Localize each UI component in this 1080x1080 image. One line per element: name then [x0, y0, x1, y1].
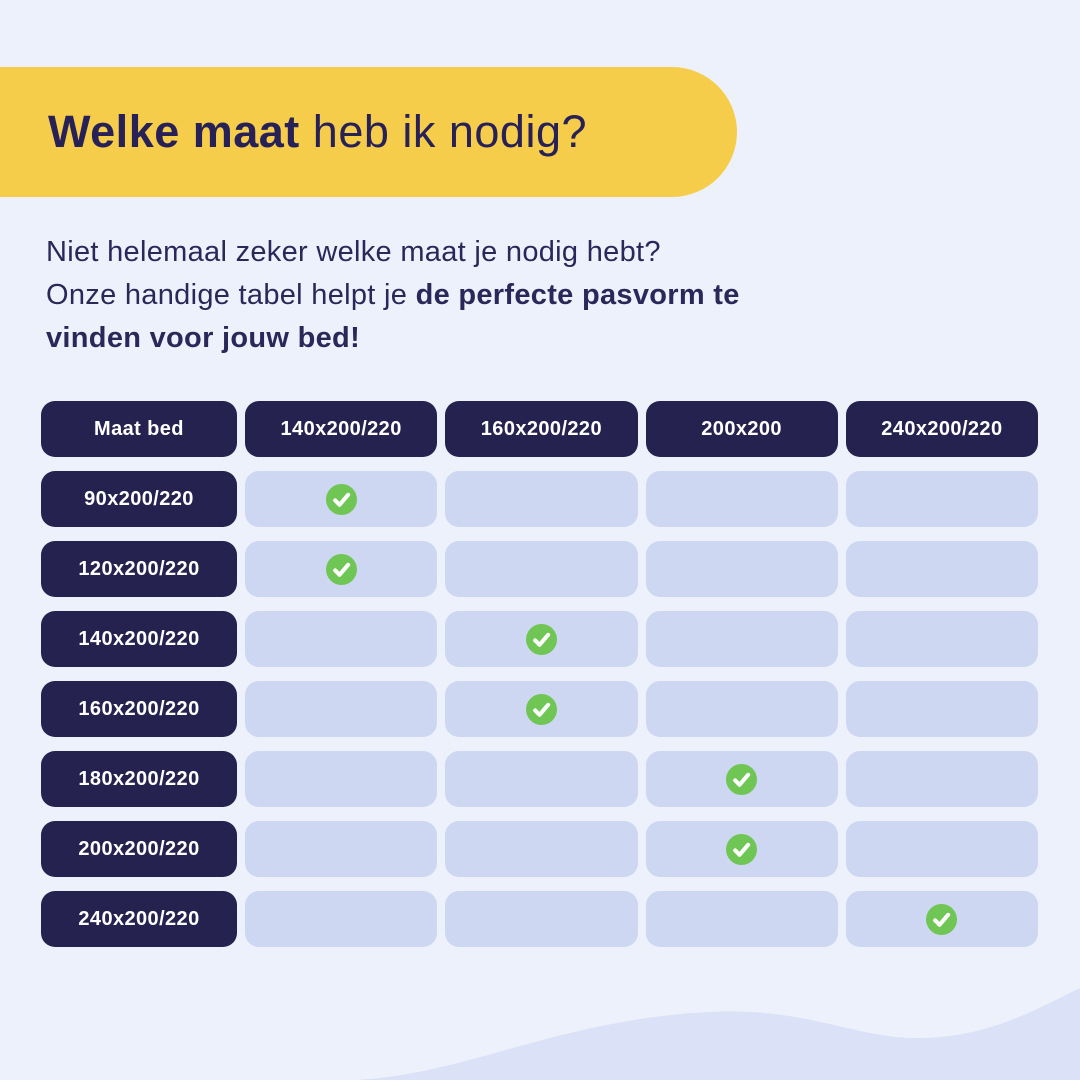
intro-line-2: Onze handige tabel helpt je de perfecte … — [46, 279, 740, 311]
cell-empty — [245, 681, 438, 737]
check-circle-icon — [525, 623, 557, 655]
cell-empty — [245, 751, 438, 807]
check-circle-icon — [325, 553, 357, 585]
cell-checked — [245, 471, 438, 527]
row-header: 120x200/220 — [41, 541, 237, 597]
cell-checked — [645, 821, 838, 877]
size-table: Maat bed 140x200/220 160x200/220 200x200 240… — [41, 401, 1038, 947]
column-header: 160x200/220 — [445, 401, 638, 457]
cell-empty — [445, 471, 638, 527]
cell-empty — [245, 821, 438, 877]
row-header: 90x200/220 — [41, 471, 237, 527]
cell-empty — [645, 611, 838, 667]
cell-checked — [645, 751, 838, 807]
check-circle-icon — [325, 483, 357, 515]
column-header: 140x200/220 — [245, 401, 438, 457]
row-header: 240x200/220 — [41, 891, 237, 947]
page-title-emphasis: Welke maat — [48, 106, 300, 157]
column-header: 200x200 — [645, 401, 838, 457]
cell-empty — [845, 611, 1038, 667]
cell-empty — [445, 821, 638, 877]
title-banner: Welke maat heb ik nodig? — [0, 67, 737, 197]
cell-checked — [445, 611, 638, 667]
cell-empty — [645, 541, 838, 597]
page-title: Welke maat heb ik nodig? — [48, 106, 587, 158]
check-circle-icon — [525, 693, 557, 725]
cell-empty — [245, 891, 438, 947]
column-header: 240x200/220 — [845, 401, 1038, 457]
check-circle-icon — [926, 903, 958, 935]
intro-line-1: Niet helemaal zeker welke maat je nodig … — [46, 236, 661, 268]
cell-empty — [445, 891, 638, 947]
cell-empty — [845, 541, 1038, 597]
cell-empty — [245, 611, 438, 667]
cell-empty — [445, 541, 638, 597]
cell-empty — [645, 681, 838, 737]
cell-empty — [845, 471, 1038, 527]
cell-empty — [445, 751, 638, 807]
cell-empty — [645, 471, 838, 527]
row-header: 180x200/220 — [41, 751, 237, 807]
cell-checked — [845, 891, 1038, 947]
row-header: 160x200/220 — [41, 681, 237, 737]
row-header: 200x200/220 — [41, 821, 237, 877]
check-circle-icon — [726, 833, 758, 865]
cell-empty — [645, 891, 838, 947]
row-header: 140x200/220 — [41, 611, 237, 667]
cell-checked — [445, 681, 638, 737]
cell-checked — [245, 541, 438, 597]
cell-empty — [845, 681, 1038, 737]
intro-line-3: vinden voor jouw bed! — [46, 322, 361, 354]
intro-text: Niet helemaal zeker welke maat je nodig … — [46, 231, 906, 360]
cell-empty — [845, 821, 1038, 877]
page-title-rest: heb ik nodig? — [299, 106, 588, 157]
cell-empty — [845, 751, 1038, 807]
check-circle-icon — [726, 763, 758, 795]
corner-header-maat-bed: Maat bed — [41, 401, 237, 457]
